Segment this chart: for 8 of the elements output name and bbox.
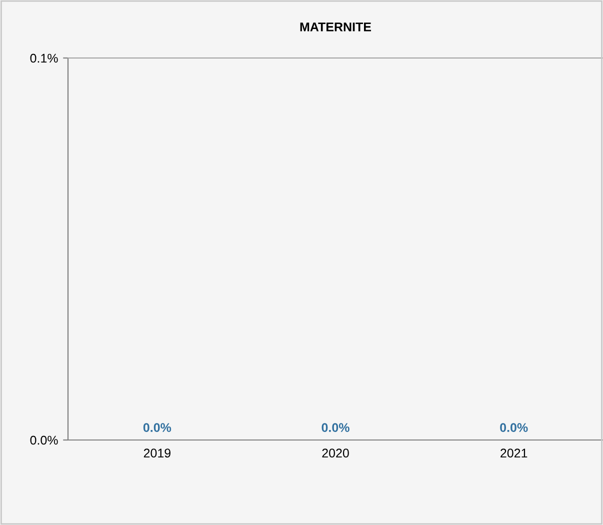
chart-title: MATERNITE xyxy=(300,22,372,32)
data-label: 0.0% xyxy=(500,423,528,432)
y-tick-label: 0.1% xyxy=(30,54,58,63)
data-label: 0.0% xyxy=(322,423,350,432)
x-tick-label: 2019 xyxy=(144,448,170,458)
data-label: 0.0% xyxy=(143,423,172,432)
x-tick-label: 2020 xyxy=(322,448,349,458)
x-tick-label: 2021 xyxy=(500,448,528,458)
